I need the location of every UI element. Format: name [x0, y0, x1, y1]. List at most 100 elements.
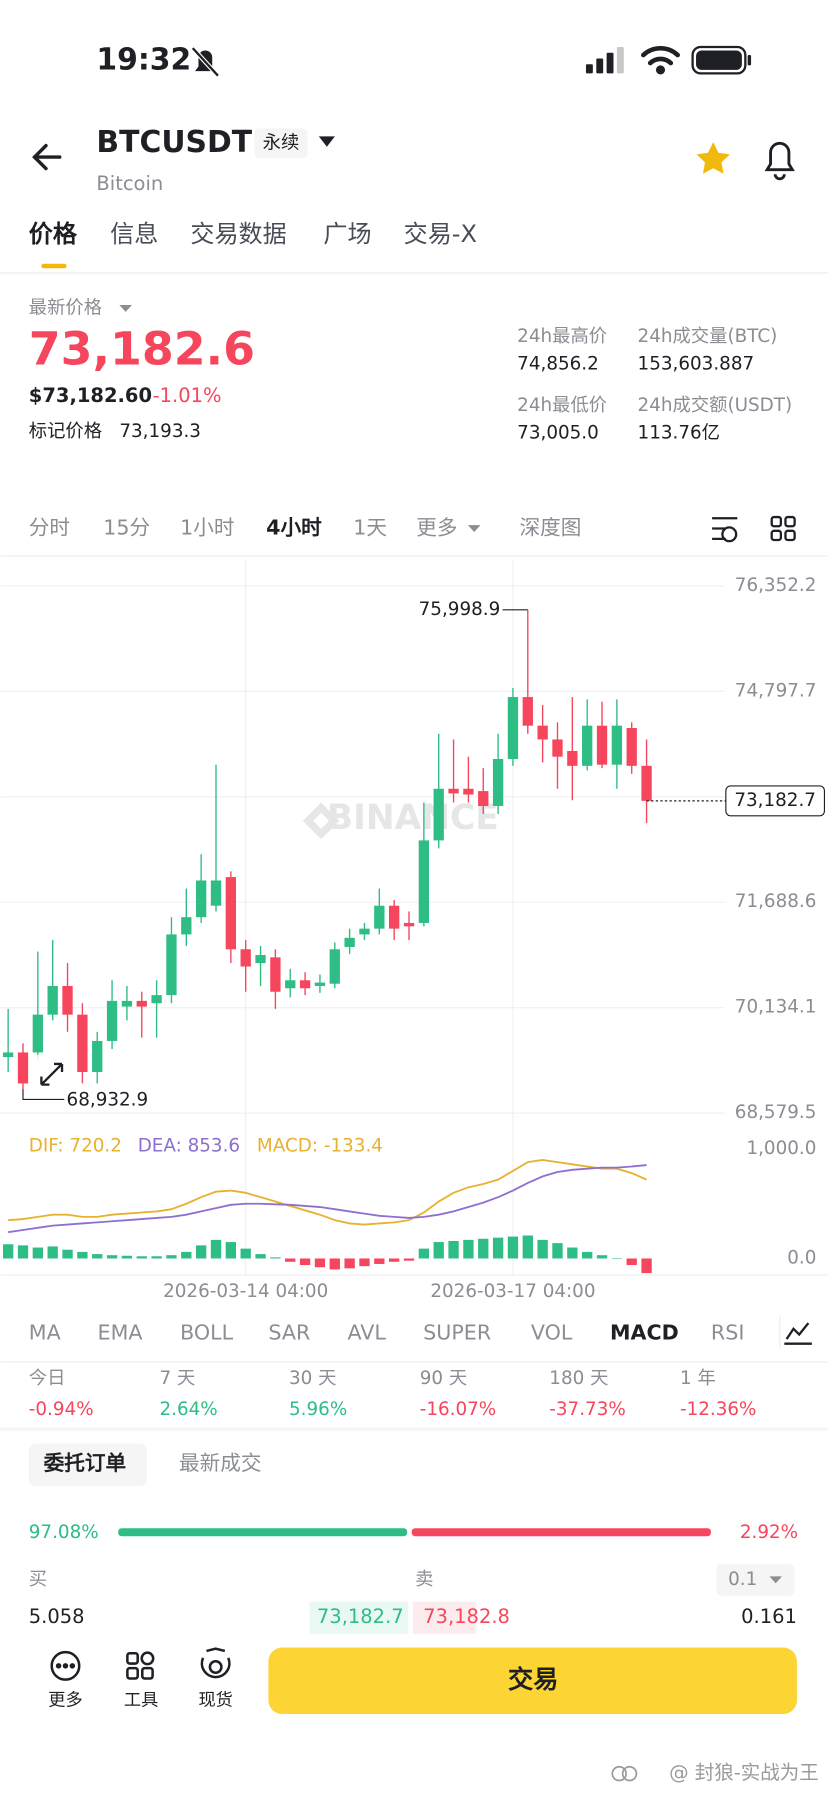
macd-bar	[47, 1246, 58, 1259]
macd-bar	[626, 1258, 637, 1266]
more-dropdown[interactable]	[467, 525, 481, 532]
spot-icon[interactable]	[200, 1647, 231, 1679]
watermark: @ 封狼-实战为王	[669, 1761, 819, 1784]
macd-bar	[403, 1258, 415, 1261]
macd-bar	[433, 1242, 444, 1259]
candle-body	[507, 697, 519, 759]
indicator-tab[interactable]: RSI	[711, 1320, 745, 1344]
bottom-item[interactable]: 工具	[124, 1690, 158, 1710]
indicator-tab[interactable]: BOLL	[180, 1320, 234, 1344]
tab[interactable]: 信息	[110, 220, 158, 248]
precision-dropdown	[769, 1576, 783, 1584]
interval[interactable]: 深度图	[519, 516, 581, 540]
macd-bar	[62, 1249, 73, 1259]
candle-body	[240, 949, 251, 967]
tab[interactable]: 价格	[29, 220, 78, 248]
interval[interactable]: 1小时	[180, 516, 234, 540]
candle-body	[210, 880, 222, 906]
alert-bell[interactable]	[764, 141, 795, 181]
indicator-tab[interactable]: MACD	[610, 1320, 679, 1344]
candle-body	[121, 1000, 133, 1007]
interval[interactable]: 更多	[416, 516, 457, 540]
trades-tab[interactable]: 最新成交	[179, 1451, 262, 1475]
label-dropdown[interactable]	[119, 304, 132, 312]
candle-body	[537, 725, 548, 740]
status-time: 19:32	[96, 42, 191, 77]
interval[interactable]: 1天	[353, 516, 387, 540]
stat-value: 153,603.887	[638, 354, 755, 375]
last-price-label: 73,182.7	[734, 790, 816, 811]
sell-label: 卖	[415, 1569, 433, 1590]
more-icon[interactable]	[50, 1650, 81, 1681]
back-button[interactable]	[32, 143, 62, 171]
precision-bg[interactable]	[716, 1563, 795, 1596]
bid-depth	[309, 1601, 409, 1634]
bottom-item[interactable]: 现货	[198, 1690, 232, 1710]
macd-bar	[225, 1242, 237, 1259]
last-price: 73,182.6	[29, 321, 255, 375]
symbol[interactable]: BTCUSDT	[96, 125, 252, 160]
bell-off-icon	[191, 46, 220, 78]
indicator-tab[interactable]: VOL	[531, 1320, 573, 1344]
period-change: -16.07%	[420, 1399, 497, 1420]
usd-price: $73,182.60	[29, 384, 152, 407]
chart-settings-icon[interactable]	[712, 517, 738, 543]
interval[interactable]: 分时	[29, 516, 70, 540]
favorite-star[interactable]	[696, 142, 730, 174]
watermark-icon	[611, 1765, 638, 1782]
indicator-tab[interactable]: SUPER	[423, 1320, 491, 1344]
period-label: 7 天	[159, 1368, 195, 1389]
ask-qty: 0.161	[741, 1605, 797, 1628]
performance: 今日 -0.94% 7 天 2.64% 30 天 5.96% 90 天 -16.07% 180 …	[29, 1368, 757, 1420]
bottom-item[interactable]: 更多	[48, 1690, 82, 1710]
macd-chart: 1,000.0 0.0 DIF: 720.2 DEA: 853.6 MACD: -133…	[2, 1135, 816, 1274]
leader-line	[22, 1089, 65, 1101]
indicator-settings[interactable]	[784, 1322, 812, 1345]
macd-bar	[596, 1255, 608, 1259]
interval[interactable]: 4小时	[266, 516, 322, 540]
period-change: 5.96%	[289, 1399, 347, 1420]
candle-body	[626, 727, 637, 766]
tab[interactable]: 交易数据	[190, 220, 286, 248]
tab[interactable]: 广场	[323, 220, 371, 248]
sell-ratio: 2.92%	[740, 1522, 798, 1543]
candle-body	[478, 791, 489, 807]
candle-body	[611, 725, 623, 765]
candle-body	[255, 955, 266, 964]
macd-line	[8, 1164, 647, 1234]
period-change: 2.64%	[159, 1399, 217, 1420]
wifi-icon	[641, 45, 680, 75]
candle-body	[314, 982, 326, 986]
indicator-tab[interactable]: MA	[29, 1320, 61, 1344]
last-price-label: 最新价格	[29, 297, 102, 318]
layout-icon[interactable]	[770, 515, 796, 542]
trade-button[interactable]	[268, 1647, 797, 1715]
candle-body	[389, 905, 400, 929]
period-label: 今日	[29, 1368, 66, 1389]
last-price-box	[725, 785, 826, 817]
candle-body	[374, 905, 385, 929]
legend-entry: MACD: -133.4	[257, 1135, 383, 1156]
indicator-tab[interactable]: AVL	[348, 1320, 387, 1344]
interval[interactable]: 15分	[103, 516, 150, 540]
tab[interactable]: 交易-X	[404, 220, 477, 248]
tools-icon[interactable]	[126, 1651, 155, 1680]
macd-bar	[463, 1239, 474, 1259]
orderbook-tab[interactable]: 委托订单	[43, 1451, 127, 1475]
stat-value: 113.76亿	[638, 422, 720, 443]
macd-bar	[151, 1256, 162, 1259]
macd-bar	[567, 1247, 578, 1259]
signal-icon	[585, 47, 624, 74]
stat-value: 74,856.2	[517, 354, 599, 375]
x-tick-label: 2026-03-14 04:00	[163, 1281, 328, 1302]
macd-bar	[389, 1258, 400, 1262]
indicator-bar: MA EMA BOLL SAR AVL SUPER VOL MACD RSI	[29, 1320, 745, 1344]
indicator-tab[interactable]: EMA	[98, 1320, 143, 1344]
macd-bar	[92, 1254, 103, 1259]
precision[interactable]: 0.1	[728, 1569, 757, 1590]
period-change: -37.73%	[549, 1399, 626, 1420]
symbol-dropdown[interactable]	[318, 136, 335, 147]
indicator-tab[interactable]: SAR	[268, 1320, 310, 1344]
macd-bar	[121, 1255, 133, 1259]
